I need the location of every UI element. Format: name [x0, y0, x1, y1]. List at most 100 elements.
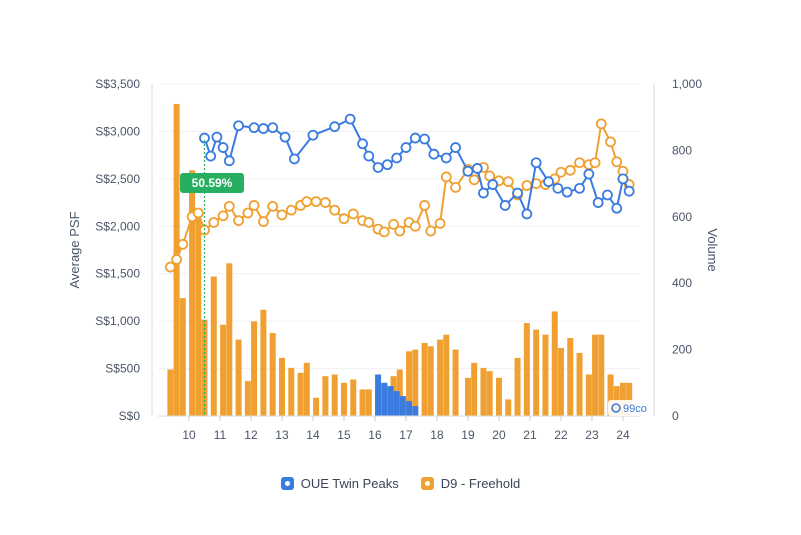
volume-bar — [567, 337, 574, 416]
volume-bar — [412, 349, 419, 416]
data-point — [512, 187, 523, 199]
volume-bar — [359, 389, 366, 416]
data-point — [450, 181, 461, 193]
volume-bar — [523, 323, 530, 416]
data-point — [521, 180, 533, 191]
volume-bar — [210, 276, 217, 416]
data-point — [499, 200, 511, 211]
data-point — [211, 131, 223, 143]
legend-item-d9[interactable]: D9 - Freehold — [420, 476, 521, 491]
volume-bar — [480, 367, 487, 416]
volume-bar — [486, 371, 493, 416]
legend-item-oue[interactable]: OUE Twin Peaks — [280, 476, 399, 491]
data-point — [521, 208, 533, 220]
volume-bar — [201, 319, 208, 416]
data-point — [530, 157, 542, 169]
watermark: 99co — [608, 400, 650, 416]
volume-bar — [365, 389, 372, 416]
data-point — [257, 216, 269, 227]
volume-bar — [390, 376, 397, 416]
x-tick-label: 14 — [306, 428, 320, 442]
volume-bar — [505, 399, 512, 416]
y-left-tick-label: S$1,500 — [95, 267, 140, 281]
data-point — [400, 142, 412, 153]
x-tick-label: 12 — [244, 428, 258, 442]
data-point — [502, 176, 514, 188]
data-point — [223, 200, 235, 212]
legend-swatch-d9 — [420, 477, 434, 490]
data-point — [164, 261, 176, 273]
x-tick-label: 16 — [368, 428, 382, 442]
annotation-layer: 50.59% — [180, 140, 244, 416]
volume-bar — [495, 377, 502, 416]
y-left-tick-label: S$3,000 — [95, 124, 140, 138]
volume-bar — [220, 324, 227, 416]
y-right-tick-label: 800 — [672, 143, 692, 157]
data-point — [233, 215, 244, 226]
y-left-tick-label: S$3,500 — [95, 77, 140, 91]
data-point — [468, 174, 480, 186]
volume-bar — [340, 382, 347, 416]
location-pin-icon — [611, 403, 621, 413]
y-right-tick-label: 200 — [672, 343, 692, 357]
data-point — [388, 218, 399, 230]
volume-bar — [331, 374, 338, 416]
data-point — [285, 204, 297, 216]
data-point — [478, 187, 489, 199]
watermark-text: 99co — [623, 403, 647, 415]
data-point — [267, 200, 279, 212]
volume-bar — [576, 352, 583, 416]
volume-bar — [427, 346, 434, 416]
volume-bar — [592, 334, 599, 416]
data-point — [561, 186, 573, 198]
data-point — [555, 166, 567, 178]
data-point — [276, 209, 288, 221]
volume-bar — [387, 386, 394, 416]
data-point — [574, 157, 585, 169]
volume-bar — [406, 401, 413, 416]
data-point — [217, 142, 229, 153]
volume-bar — [189, 170, 196, 416]
data-point — [552, 182, 564, 194]
legend-label-d9: D9 - Freehold — [440, 476, 521, 491]
y-left-tick-label: S$0 — [119, 409, 141, 423]
data-point — [391, 152, 403, 164]
x-tick-label: 18 — [430, 428, 444, 442]
x-tick-label: 19 — [461, 428, 475, 442]
data-point — [199, 132, 210, 144]
axes: S$0 S$500 S$1,000 S$1,500 S$2,000 S$2,500 S$3,… — [95, 77, 702, 442]
volume-bar — [619, 382, 626, 416]
x-tick-label: 24 — [616, 428, 630, 442]
y-left-tick-label: S$2,000 — [95, 219, 140, 233]
x-tick-label: 10 — [182, 428, 196, 442]
volume-bar — [235, 339, 242, 416]
x-tick-label: 11 — [214, 428, 227, 442]
volume-bar — [313, 397, 320, 416]
x-tick-label: 22 — [554, 428, 568, 442]
data-point — [602, 189, 613, 201]
left-axis-title: Average PSF — [67, 211, 82, 288]
legend: OUE Twin Peaks D9 - Freehold — [0, 476, 801, 491]
volume-bar — [514, 357, 521, 416]
volume-bar — [350, 379, 357, 416]
data-point — [372, 162, 384, 173]
annotation-label: 50.59% — [192, 176, 233, 190]
volume-bar — [375, 374, 382, 416]
data-point — [357, 138, 368, 150]
data-point — [363, 217, 375, 228]
x-tick-label: 23 — [585, 428, 599, 442]
data-point — [248, 200, 260, 211]
y-right-tick-label: 0 — [672, 409, 679, 423]
price-lines — [164, 113, 635, 273]
data-point — [409, 132, 421, 144]
x-tick-label: 17 — [399, 428, 413, 442]
data-point — [329, 121, 341, 133]
data-point — [617, 173, 629, 185]
data-point — [623, 185, 635, 197]
volume-bar — [412, 406, 419, 416]
volume-bar — [533, 329, 540, 416]
data-point — [378, 226, 390, 238]
data-point — [344, 113, 356, 125]
y-left-tick-label: S$1,000 — [95, 314, 140, 328]
